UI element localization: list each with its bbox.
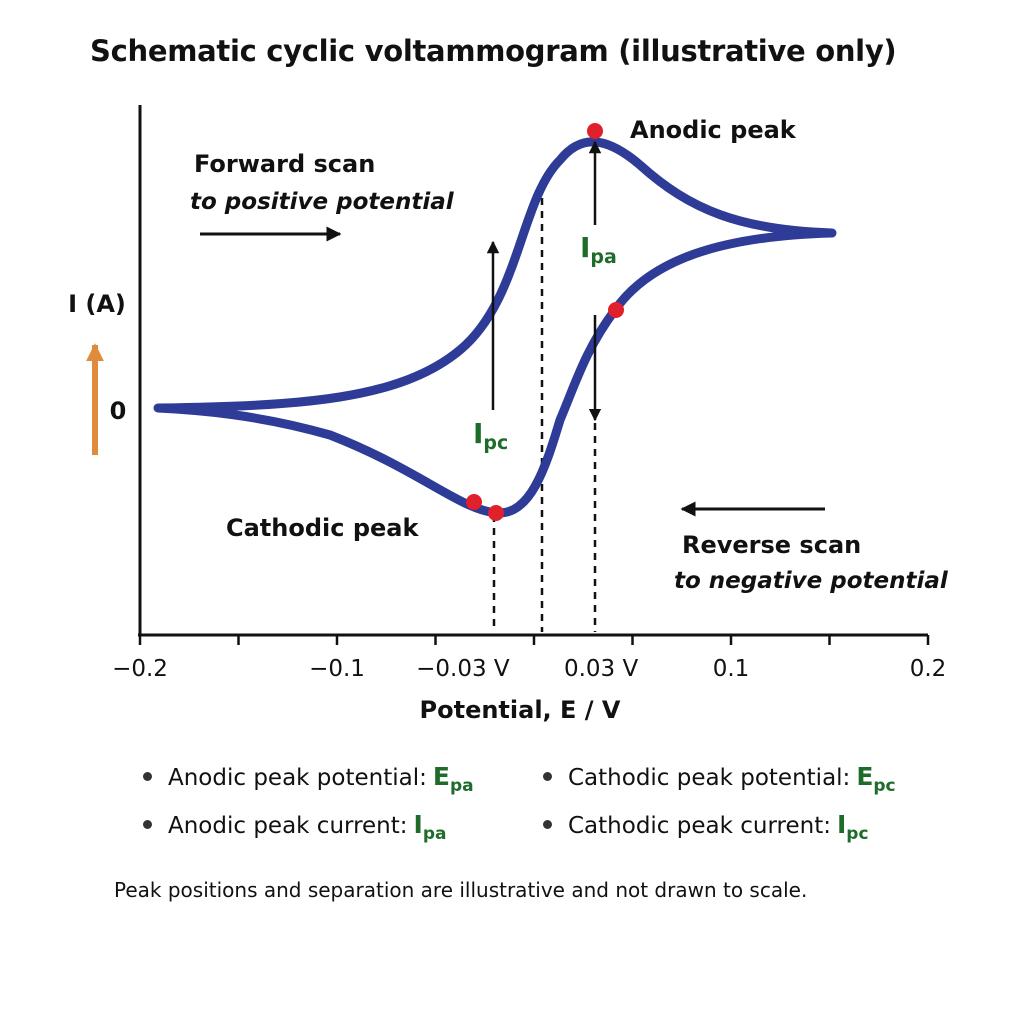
x-tick-label: −0.2 [112,656,168,682]
x-tick-labels: −0.2 −0.1 −0.03 V 0.03 V 0.1 0.2 [112,656,946,682]
x-tick-label: 0.03 V [564,656,639,682]
x-tick-label: −0.1 [309,656,365,682]
x-tick-label: 0.1 [713,656,750,682]
anodic-peak-marker [587,123,603,139]
y-axis-label: I (A) [68,290,126,318]
ipc-label: Ipc [473,417,508,454]
x-tick-label: −0.03 V [416,656,510,682]
reverse-scan-sub-label: to negative potential [674,568,949,594]
legend-cathodic-potential: Cathodic peak potential: Epc [543,762,896,796]
bullet-icon [143,772,152,781]
reverse-scan-marker [608,302,624,318]
y-zero-label: 0 [110,397,127,425]
x-axis-label: Potential, E / V [420,696,621,724]
bullet-icon [143,820,152,829]
legend-anodic-current: Anodic peak current: Ipa [143,810,446,844]
bullet-icon [543,820,552,829]
cathodic-peak-label: Cathodic peak [226,514,419,542]
legend-cathodic-current: Cathodic peak current: Ipc [543,810,869,844]
legend-anodic-potential: Anodic peak potential: Epa [143,762,474,796]
cv-curve [153,137,837,518]
forward-scan-sub-label: to positive potential [190,189,455,215]
cathodic-peak-marker [488,505,504,521]
voltammogram-plot: −0.2 −0.1 −0.03 V 0.03 V 0.1 0.2 Potential, E… [68,105,949,724]
x-tick-label: 0.2 [910,656,947,682]
footnote: Peak positions and separation are illust… [114,878,808,902]
forward-scan-label: Forward scan [194,150,375,178]
reverse-scan-label: Reverse scan [682,531,861,559]
cathodic-shoulder-marker [466,494,482,510]
bullet-icon [543,772,552,781]
anodic-peak-label: Anodic peak [630,116,797,144]
chart-title: Schematic cyclic voltammogram (illustrat… [90,34,897,68]
ipa-label: Ipa [580,231,617,268]
x-ticks [138,635,930,645]
